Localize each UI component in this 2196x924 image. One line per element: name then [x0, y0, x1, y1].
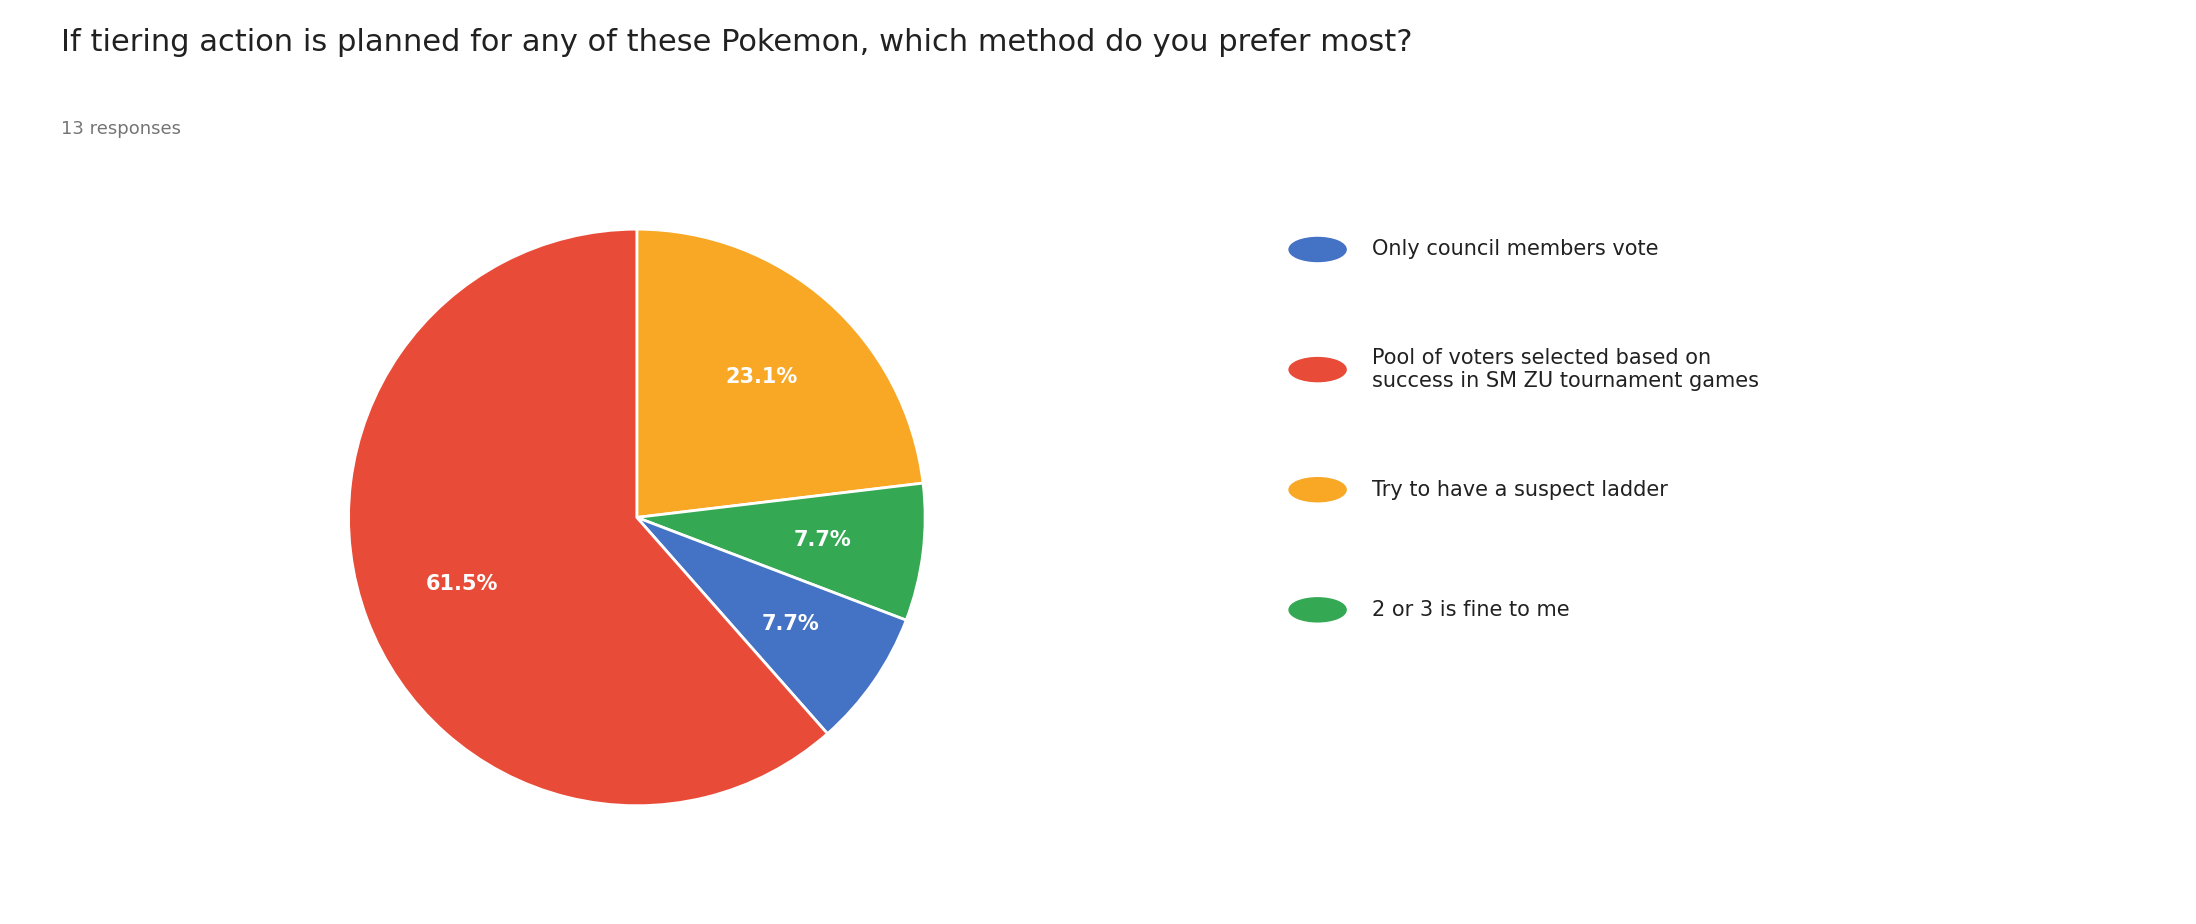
Wedge shape: [637, 483, 925, 620]
Text: Try to have a suspect ladder: Try to have a suspect ladder: [1372, 480, 1669, 500]
Text: 2 or 3 is fine to me: 2 or 3 is fine to me: [1372, 600, 1570, 620]
Wedge shape: [349, 229, 828, 806]
Text: 23.1%: 23.1%: [725, 367, 797, 387]
Wedge shape: [637, 517, 907, 734]
Text: Pool of voters selected based on
success in SM ZU tournament games: Pool of voters selected based on success…: [1372, 348, 1759, 391]
Text: 7.7%: 7.7%: [795, 530, 852, 551]
Text: If tiering action is planned for any of these Pokemon, which method do you prefe: If tiering action is planned for any of …: [61, 28, 1412, 56]
Text: 7.7%: 7.7%: [762, 614, 819, 634]
Text: 61.5%: 61.5%: [426, 574, 498, 594]
Wedge shape: [637, 229, 922, 517]
Text: 13 responses: 13 responses: [61, 120, 182, 138]
Text: Only council members vote: Only council members vote: [1372, 239, 1658, 260]
